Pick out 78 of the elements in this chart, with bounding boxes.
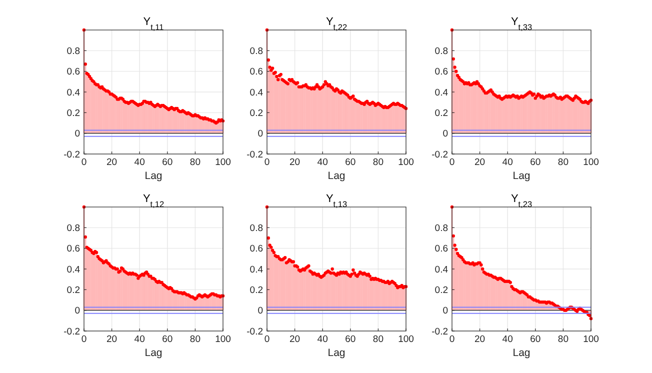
y-tick-label: -0.2 <box>246 149 263 160</box>
chart-title: Y$_{t,13}$ <box>326 193 348 208</box>
x-tick-label: 60 <box>345 157 356 168</box>
y-tick-label: 0.2 <box>250 284 263 296</box>
y-tick-label: 0.6 <box>434 244 448 255</box>
y-tick-label: 0.6 <box>250 244 263 255</box>
x-tick-label: 100 <box>215 334 231 345</box>
x-axis-title: Lag <box>144 347 162 359</box>
x-tick-label: 40 <box>317 334 328 345</box>
x-tick-label: 40 <box>502 157 513 168</box>
y-tick-label: 0.8 <box>250 46 263 57</box>
x-tick-label: 100 <box>398 334 414 345</box>
chart-title: Y$_{t,33}$ <box>510 16 532 32</box>
y-tick-label: 0 <box>74 306 80 317</box>
x-tick-label: 20 <box>290 334 300 345</box>
y-tick-label: 0.2 <box>66 108 80 119</box>
chart-title: Y$_{t,11}$ <box>143 16 164 32</box>
x-axis-title: Lag <box>512 347 530 359</box>
y-tick-label: 0.4 <box>250 264 263 276</box>
y-tick-label: 0.6 <box>66 66 80 78</box>
y-tick-label: -0.2 <box>64 326 80 338</box>
y-tick-label: -0.2 <box>64 149 80 160</box>
y-tick-label: 0 <box>442 306 448 317</box>
y-tick-label: 0.6 <box>250 66 263 78</box>
y-tick-label: 0.4 <box>434 87 448 98</box>
x-tick-label: 80 <box>372 157 384 168</box>
y-tick-label: 0.2 <box>434 108 448 119</box>
x-axis-title: Lag <box>144 170 162 182</box>
x-tick-label: 60 <box>530 157 541 168</box>
x-axis-title: Lag <box>512 170 530 182</box>
x-tick-label: 60 <box>162 334 173 345</box>
x-tick-label: 40 <box>502 334 513 345</box>
y-tick-label: 0.2 <box>434 284 448 296</box>
x-tick-label: 60 <box>530 334 541 345</box>
x-tick-label: 100 <box>215 157 231 168</box>
x-tick-label: 20 <box>290 157 300 168</box>
y-tick-label: 0 <box>442 128 448 140</box>
x-tick-label: 80 <box>372 334 384 345</box>
x-tick-label: 60 <box>162 157 173 168</box>
chart-title: Y$_{t,12}$ <box>142 193 164 208</box>
y-tick-label: 0.4 <box>66 264 80 276</box>
y-tick-label: 0.2 <box>66 284 80 296</box>
y-tick-label: 0.4 <box>66 87 80 98</box>
x-tick-label: 100 <box>583 334 599 345</box>
y-tick-label: 0.4 <box>434 264 448 276</box>
x-tick-label: 40 <box>134 157 145 168</box>
y-tick-label: -0.2 <box>432 149 448 160</box>
x-tick-label: 20 <box>106 157 118 168</box>
y-tick-label: -0.2 <box>432 326 448 338</box>
y-tick-label: 0.2 <box>250 108 263 119</box>
y-tick-label: 0 <box>74 128 80 140</box>
y-tick-label: 0 <box>258 128 263 140</box>
y-tick-label: 0.4 <box>250 87 263 98</box>
y-tick-label: 0.6 <box>434 66 448 78</box>
x-tick-label: 60 <box>345 334 356 345</box>
x-tick-label: 40 <box>317 157 328 168</box>
x-axis-title: Lag <box>328 347 346 359</box>
y-tick-label: 0.8 <box>434 46 448 57</box>
x-tick-label: 20 <box>474 334 486 345</box>
x-tick-label: 80 <box>190 334 200 345</box>
x-tick-label: 20 <box>474 157 486 168</box>
y-tick-label: 0.8 <box>66 222 80 234</box>
x-tick-label: 20 <box>106 334 118 345</box>
x-tick-label: 100 <box>398 157 414 168</box>
y-tick-label: 0.8 <box>250 222 263 234</box>
chart-title: Y$_{t,22}$ <box>326 16 348 32</box>
x-axis-title: Lag <box>328 170 346 182</box>
x-tick-label: 40 <box>134 334 145 345</box>
y-tick-label: -0.2 <box>246 326 263 338</box>
y-tick-label: 0.8 <box>66 46 80 57</box>
y-tick-label: 0 <box>258 306 263 317</box>
y-tick-label: 0.6 <box>66 244 80 255</box>
x-tick-label: 80 <box>190 157 200 168</box>
x-tick-label: 80 <box>558 334 568 345</box>
x-tick-label: 100 <box>583 157 599 168</box>
chart-title: Y$_{t,23}$ <box>510 193 532 208</box>
x-tick-label: 80 <box>558 157 568 168</box>
y-tick-label: 0.8 <box>434 222 448 234</box>
